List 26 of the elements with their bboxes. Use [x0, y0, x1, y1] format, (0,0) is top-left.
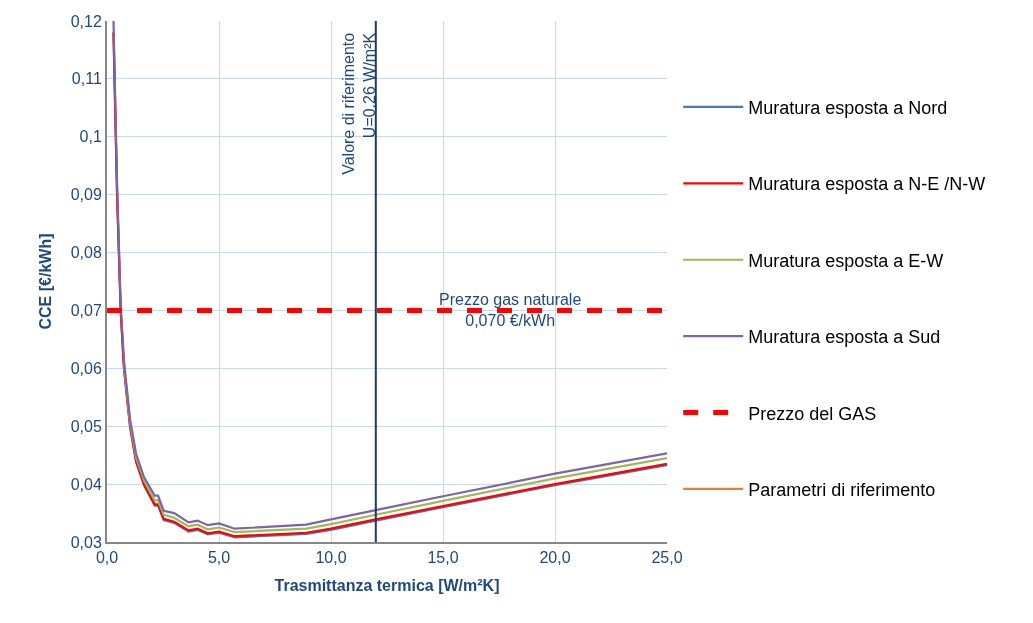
x-tick-label: 15,0 — [427, 549, 459, 567]
y-tick-label: 0,08 — [70, 244, 102, 262]
y-tick-label: 0,12 — [70, 12, 102, 30]
x-tick-label: 5,0 — [207, 549, 231, 567]
annotation: Valore di riferimento U=0,26 W/m²K — [339, 32, 378, 175]
y-tick-label: 0,06 — [70, 359, 102, 377]
legend-label: Muratura esposta a Sud — [748, 327, 941, 348]
x-axis-title: Trasmittanza termica [W/m²K] — [274, 577, 500, 595]
y-tick-label: 0,07 — [70, 302, 102, 320]
legend-label: Muratura esposta a E-W — [748, 250, 944, 271]
x-tick-label: 25,0 — [651, 549, 683, 567]
y-tick-label: 0,04 — [70, 475, 102, 493]
x-tick-label: 0,0 — [95, 549, 119, 567]
y-tick-label: 0,11 — [71, 70, 102, 88]
legend-label: Parametri di riferimento — [748, 479, 936, 500]
annotation: Prezzo gas naturale 0,070 €/kWh — [439, 291, 582, 329]
legend-label: Prezzo del GAS — [748, 403, 877, 424]
x-tick-label: 20,0 — [539, 549, 571, 567]
x-tick-label: 10,0 — [315, 549, 347, 567]
legend-label: Muratura esposta a Nord — [748, 97, 948, 118]
y-tick-label: 0,05 — [70, 417, 102, 435]
y-axis-title: CCE [€/kWh] — [37, 233, 55, 330]
y-tick-label: 0,03 — [70, 533, 102, 551]
y-tick-label: 0,09 — [70, 186, 102, 204]
y-tick-label: 0,1 — [79, 128, 102, 146]
legend-label: Muratura esposta a N-E /N-W — [748, 174, 986, 195]
